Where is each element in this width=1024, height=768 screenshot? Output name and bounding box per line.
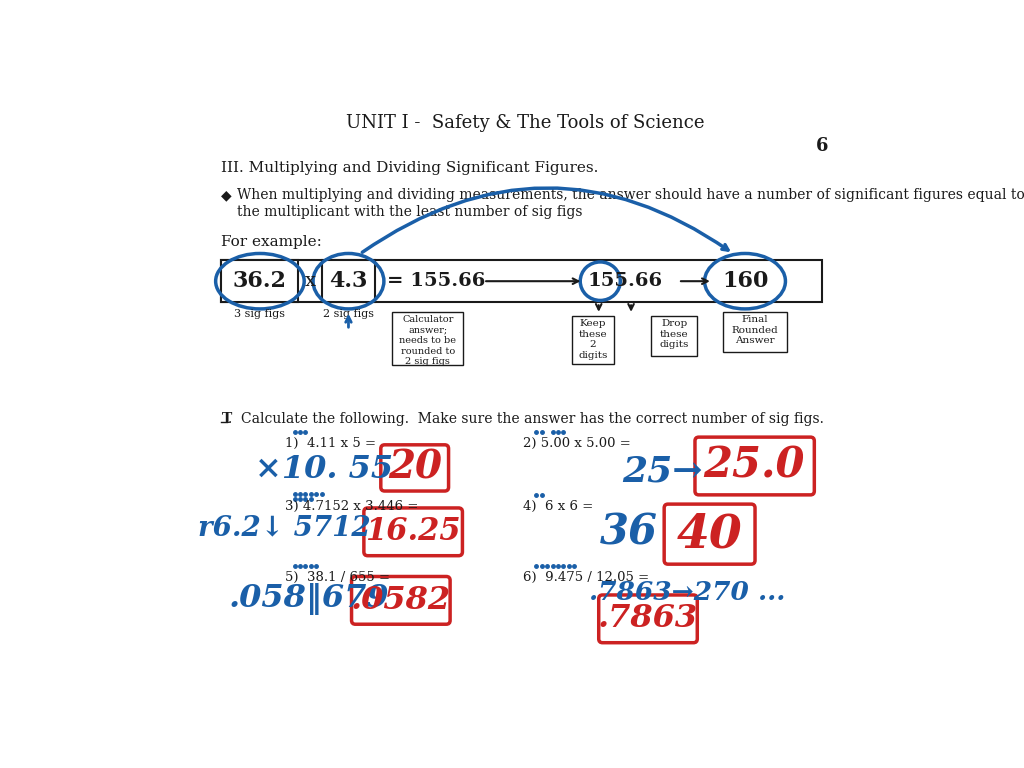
Text: 160: 160 [722, 270, 768, 292]
Text: 36.2: 36.2 [232, 270, 287, 292]
FancyBboxPatch shape [221, 260, 298, 303]
Text: 4.3: 4.3 [330, 270, 368, 292]
Text: Drop
these
digits: Drop these digits [659, 319, 689, 349]
Text: 6)  9.475 / 12.05 =: 6) 9.475 / 12.05 = [523, 571, 649, 584]
Text: ×10. 55: ×10. 55 [255, 454, 393, 485]
Text: Calculator
answer;
needs to be
rounded to
2 sig figs: Calculator answer; needs to be rounded t… [399, 316, 457, 366]
Text: = 155.66: = 155.66 [387, 272, 485, 290]
FancyBboxPatch shape [351, 577, 451, 624]
Text: 20: 20 [388, 449, 441, 487]
FancyBboxPatch shape [724, 313, 786, 353]
Text: UNIT I -  Safety & The Tools of Science: UNIT I - Safety & The Tools of Science [345, 114, 705, 132]
Text: Final
Rounded
Answer: Final Rounded Answer [732, 316, 778, 346]
Text: .058‖679: .058‖679 [229, 584, 390, 615]
Text: 16.25: 16.25 [366, 516, 461, 548]
Text: 3 sig figs: 3 sig figs [234, 309, 286, 319]
FancyBboxPatch shape [381, 445, 449, 491]
Text: For example:: For example: [221, 234, 323, 249]
Text: 3) 4.7152 x 3.446 =: 3) 4.7152 x 3.446 = [285, 500, 418, 513]
Text: 40: 40 [677, 511, 742, 557]
Text: .7863: .7863 [598, 604, 698, 634]
FancyBboxPatch shape [322, 260, 376, 303]
Text: T: T [221, 412, 231, 425]
Text: III. Multiplying and Dividing Significant Figures.: III. Multiplying and Dividing Significan… [221, 161, 599, 175]
Text: Keep
these
2
digits: Keep these 2 digits [579, 319, 607, 359]
FancyBboxPatch shape [599, 595, 697, 643]
Text: 155.66: 155.66 [587, 272, 663, 290]
FancyBboxPatch shape [364, 508, 463, 556]
Text: 36: 36 [600, 511, 658, 553]
Text: 25→: 25→ [622, 454, 702, 488]
Text: When multiplying and dividing measurements, the answer should have a number of s: When multiplying and dividing measuremen… [237, 188, 1024, 219]
Text: .  Calculate the following.  Make sure the answer has the correct number of sig : . Calculate the following. Make sure the… [227, 412, 823, 425]
Text: 25.0: 25.0 [703, 445, 805, 487]
Text: .0582: .0582 [351, 585, 451, 616]
FancyBboxPatch shape [392, 313, 463, 365]
Text: .7863→270 ...: .7863→270 ... [590, 581, 785, 605]
Text: x: x [304, 272, 315, 290]
Text: 4)  6 x 6 =: 4) 6 x 6 = [523, 500, 594, 513]
FancyBboxPatch shape [695, 437, 814, 495]
Text: ◆: ◆ [221, 188, 232, 203]
FancyBboxPatch shape [665, 504, 755, 564]
Text: 2) 5.00 x 5.00 =: 2) 5.00 x 5.00 = [523, 437, 631, 450]
FancyBboxPatch shape [221, 260, 822, 303]
Text: 1)  4.11 x 5 =: 1) 4.11 x 5 = [285, 437, 376, 450]
Text: 5)  38.1 / 655 =: 5) 38.1 / 655 = [285, 571, 389, 584]
Text: r6.2↓ 5712: r6.2↓ 5712 [199, 514, 371, 541]
FancyBboxPatch shape [651, 316, 697, 356]
FancyBboxPatch shape [571, 316, 614, 364]
Text: 6: 6 [816, 137, 828, 155]
Text: 2 sig figs: 2 sig figs [323, 309, 374, 319]
